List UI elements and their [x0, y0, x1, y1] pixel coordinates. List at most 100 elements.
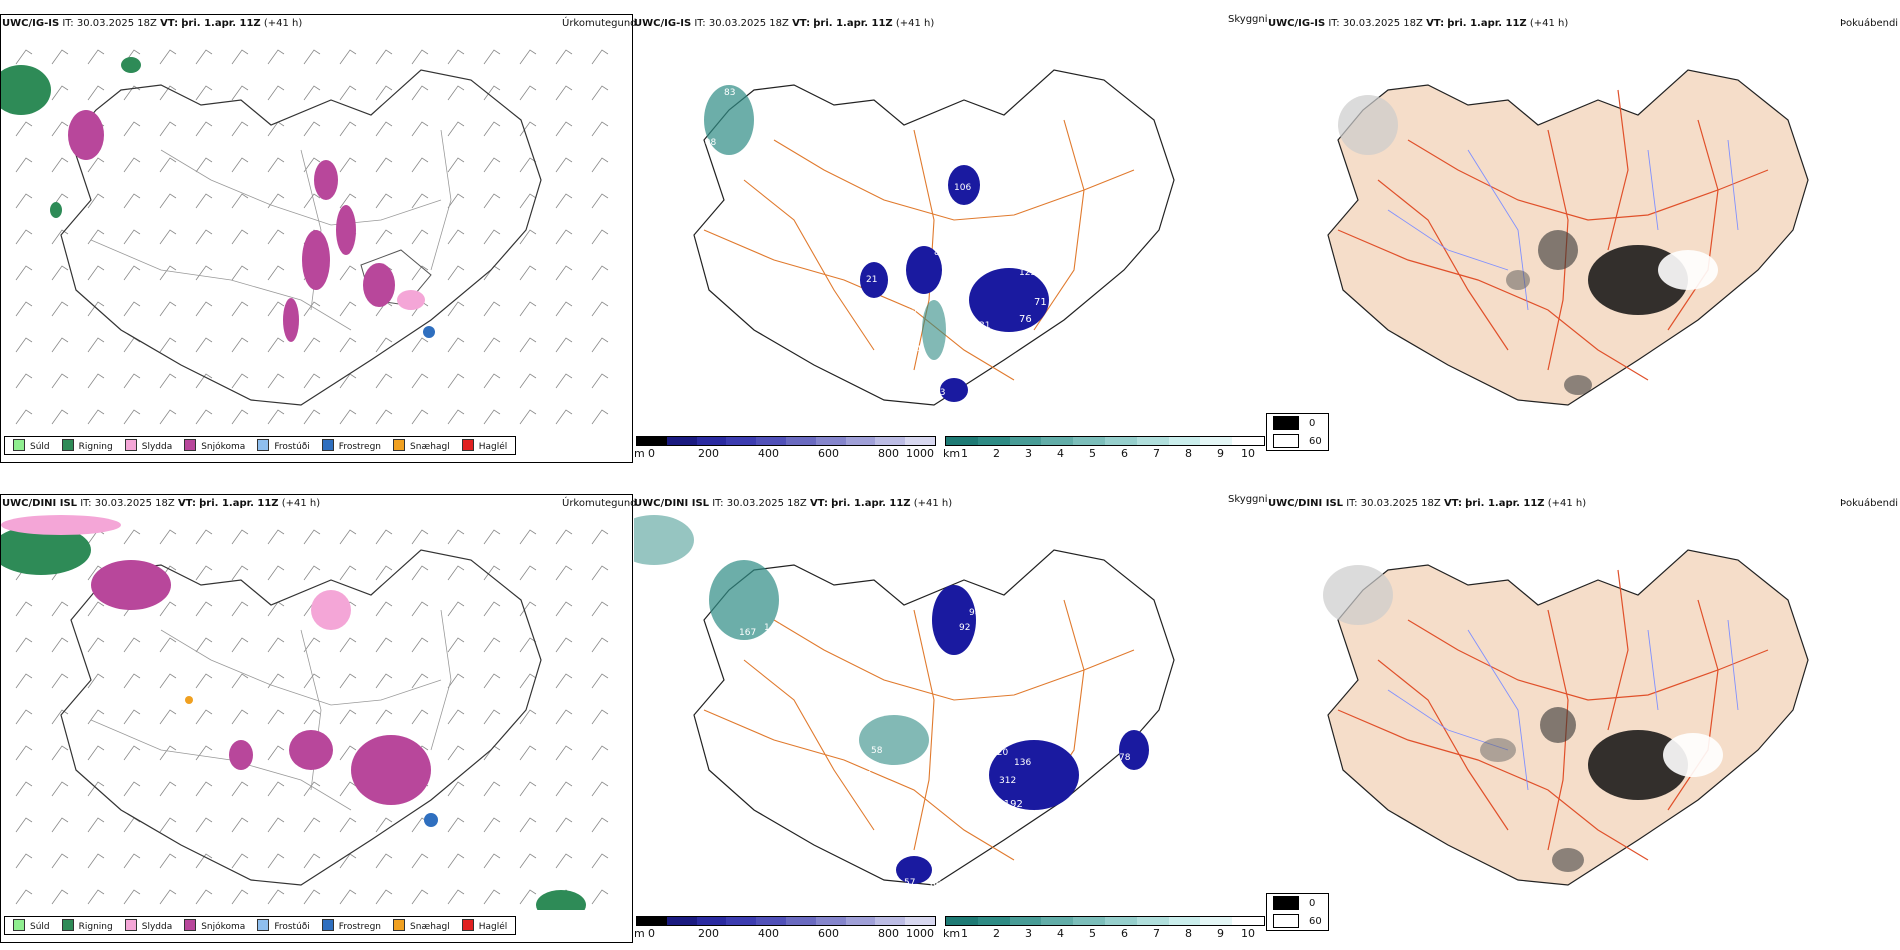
legend-item: Súld	[13, 919, 50, 932]
wind-barb	[195, 409, 213, 425]
wind-barb	[483, 85, 501, 101]
sleet-area	[311, 590, 351, 630]
wind-barb	[231, 709, 249, 725]
wind-barb	[411, 889, 429, 905]
wind-barb	[195, 781, 213, 797]
vis-label: 105	[994, 258, 1011, 268]
wind-barb	[159, 157, 177, 173]
wind-barb	[159, 85, 177, 101]
wind-barb	[519, 529, 537, 545]
wind-barb	[519, 337, 537, 353]
wind-barb	[303, 337, 321, 353]
wind-barb	[447, 157, 465, 173]
wind-barb	[411, 85, 429, 101]
vis-label: 104	[904, 345, 921, 355]
wind-barb	[231, 229, 249, 245]
wind-barb	[339, 49, 357, 65]
wind-barb	[87, 673, 105, 689]
wind-barb	[447, 229, 465, 245]
rain-area	[1, 525, 91, 575]
wind-barb	[87, 853, 105, 869]
wind-barb	[123, 157, 141, 173]
low-vis-area	[906, 246, 942, 294]
wind-barb	[411, 673, 429, 689]
fog-title: Þokuábendi	[1840, 498, 1899, 509]
wind-barb	[123, 373, 141, 389]
wind-barb	[339, 781, 357, 797]
fog-area	[1506, 270, 1530, 290]
wind-barb	[303, 49, 321, 65]
wind-barb	[519, 85, 537, 101]
wind-barb	[123, 529, 141, 545]
visibility-colorbar: km 1 2 3 4 5 6 7 8 9 10	[943, 436, 1265, 460]
wind-barb	[447, 745, 465, 761]
fog-area	[1658, 250, 1718, 290]
wind-barb	[519, 409, 537, 425]
wind-barb	[231, 601, 249, 617]
wind-barb	[267, 301, 285, 317]
wind-barb	[303, 529, 321, 545]
wind-barb	[231, 889, 249, 905]
legend-item: Frostregn	[321, 439, 381, 452]
wind-barb	[519, 265, 537, 281]
wind-barb	[591, 409, 609, 425]
wind-barb	[519, 373, 537, 389]
wind-barb	[195, 157, 213, 173]
vis-label: 97	[866, 765, 877, 775]
fog-area	[1338, 95, 1398, 155]
wind-barb	[447, 49, 465, 65]
wind-barb	[159, 409, 177, 425]
wind-barb	[483, 337, 501, 353]
wind-barb	[15, 157, 33, 173]
wind-barb	[339, 121, 357, 137]
wind-barb	[519, 121, 537, 137]
wind-barb	[123, 301, 141, 317]
wind-barb	[231, 673, 249, 689]
wind-barb	[159, 373, 177, 389]
low-vis-area	[989, 740, 1079, 810]
wind-barb	[195, 709, 213, 725]
wind-barb	[87, 817, 105, 833]
wind-barb	[231, 529, 249, 545]
wind-barb	[447, 637, 465, 653]
vis-label: 57	[904, 878, 915, 888]
wind-barb	[87, 745, 105, 761]
wind-barb	[195, 889, 213, 905]
wind-barb	[519, 745, 537, 761]
fog-area	[1552, 848, 1584, 872]
wind-barb	[555, 193, 573, 209]
snow-area	[68, 110, 104, 160]
wind-barb	[123, 709, 141, 725]
wind-barb	[555, 601, 573, 617]
ceiling-colorbar: m 0 200 400 600 800 1000	[634, 436, 936, 460]
wind-barb	[159, 889, 177, 905]
wind-barb	[87, 229, 105, 245]
wind-barb	[411, 637, 429, 653]
row-2: UWC/DINI ISL IT: 30.03.2025 18Z VT: þri.…	[0, 480, 1900, 950]
wind-barb	[555, 301, 573, 317]
wind-barb	[411, 265, 429, 281]
low-vis-area	[1119, 730, 1149, 770]
wind-barb	[231, 121, 249, 137]
wind-barb	[519, 601, 537, 617]
wind-barb	[195, 853, 213, 869]
legend-item: Snjókoma	[184, 919, 245, 932]
wind-barb	[195, 49, 213, 65]
wind-barb	[15, 853, 33, 869]
wind-barb	[447, 817, 465, 833]
wind-barb	[339, 745, 357, 761]
wind-barb	[267, 781, 285, 797]
wind-barb	[375, 85, 393, 101]
precip-type-title: Úrkomutegund	[562, 18, 637, 29]
wind-barb	[51, 265, 69, 281]
wind-barb	[231, 637, 249, 653]
wind-barb	[483, 301, 501, 317]
wind-barb	[159, 49, 177, 65]
wind-barb	[591, 709, 609, 725]
wind-barb	[195, 817, 213, 833]
wind-barb	[519, 301, 537, 317]
wind-barb	[555, 673, 573, 689]
wind-barb	[519, 673, 537, 689]
wind-barb	[267, 157, 285, 173]
wind-barb	[195, 337, 213, 353]
